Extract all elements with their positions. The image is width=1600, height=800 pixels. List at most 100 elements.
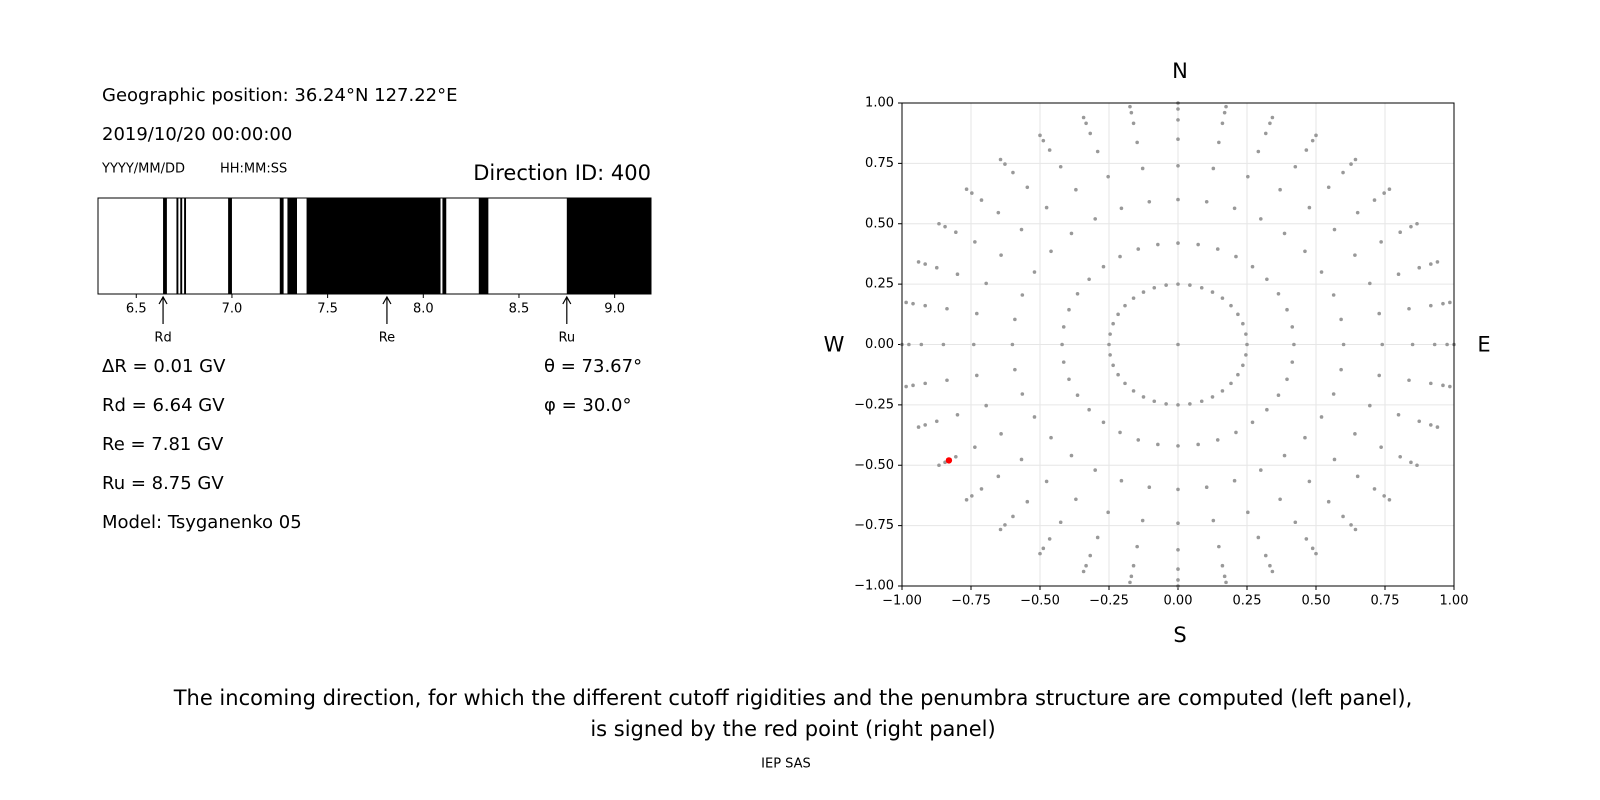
direction-point: [1353, 432, 1357, 436]
direction-point: [937, 463, 941, 468]
direction-point: [1241, 321, 1245, 326]
marker-arrowhead: [562, 295, 572, 305]
x-tick-label: 6.5: [126, 302, 147, 317]
direction-point: [904, 300, 908, 305]
compass-west: W: [824, 333, 845, 357]
direction-point: [998, 157, 1003, 162]
direction-point: [1246, 510, 1250, 515]
direction-point: [1152, 399, 1157, 404]
direction-point: [1176, 567, 1180, 571]
direction-point: [1429, 303, 1433, 308]
direction-point: [1075, 291, 1080, 296]
x-tick-label: 7.5: [317, 302, 338, 317]
direction-point: [1141, 395, 1146, 399]
direction-point: [1410, 342, 1415, 347]
direction-point: [1319, 270, 1324, 274]
geo-position: Geographic position: 36.24°N 127.22°E: [102, 85, 458, 106]
y-tick-label: 0.00: [865, 337, 894, 352]
direction-point: [1131, 121, 1136, 126]
y-tick-label: 0.75: [865, 156, 894, 171]
direction-point: [1119, 478, 1124, 483]
direction-point: [1210, 395, 1215, 399]
compass-south: S: [1173, 623, 1186, 647]
direction-point: [1417, 419, 1422, 424]
direction-point: [1013, 317, 1017, 322]
direction-point: [999, 432, 1003, 436]
direction-point: [1038, 551, 1042, 556]
direction-point: [1087, 277, 1091, 282]
direction-point: [941, 342, 946, 347]
direction-point: [998, 527, 1003, 532]
x-tick-label: 9.0: [604, 302, 625, 317]
direction-point: [943, 224, 947, 229]
direction-point: [1087, 407, 1091, 412]
direction-point: [911, 301, 915, 306]
direction-point: [1176, 444, 1180, 448]
direction-point: [970, 191, 974, 195]
marker-label: Rd: [154, 331, 171, 346]
direction-point: [1101, 264, 1106, 269]
direction-point: [1176, 241, 1180, 245]
forbidden-band: [180, 198, 183, 294]
theta: θ = 73.67°: [544, 356, 642, 377]
direction-point: [1285, 377, 1289, 382]
direction-point: [1067, 377, 1071, 382]
direction-point: [1156, 442, 1160, 447]
direction-point: [945, 378, 949, 383]
direction-point: [996, 474, 1001, 479]
direction-point: [955, 272, 960, 277]
penumbra-frame: [97, 197, 652, 295]
marker-arrowhead: [158, 295, 168, 305]
direction-point: [1003, 162, 1007, 166]
direction-point: [1211, 518, 1216, 523]
direction-point: [1176, 197, 1180, 202]
direction-point: [1270, 569, 1275, 574]
direction-point: [1407, 306, 1411, 311]
direction-point: [1111, 321, 1115, 326]
direction-point: [1210, 290, 1215, 294]
direction-point: [1131, 389, 1136, 393]
direction-point: [970, 494, 974, 498]
direction-point: [1310, 546, 1315, 551]
direction-point: [1128, 104, 1132, 109]
x-tick-label: −0.25: [1089, 594, 1129, 609]
direction-point: [1049, 249, 1053, 254]
direction-point: [1304, 148, 1309, 152]
y-tick-label: 0.50: [865, 216, 894, 231]
direction-point: [1232, 206, 1237, 211]
direction-point: [1368, 281, 1372, 286]
direction-point: [1224, 580, 1228, 585]
model: Model: Tsyganenko 05: [102, 512, 302, 533]
direction-point: [1025, 499, 1030, 504]
direction-point: [1204, 485, 1209, 490]
direction-point: [937, 221, 941, 226]
direction-point: [1215, 247, 1220, 251]
direction-point: [1341, 514, 1345, 519]
direction-point: [1276, 393, 1281, 398]
direction-point: [1176, 107, 1180, 111]
direction-point: [1093, 217, 1097, 221]
marker-arrowhead: [382, 295, 392, 305]
direction-point: [1396, 272, 1401, 277]
direction-point: [934, 265, 939, 270]
direction-point: [1217, 140, 1221, 145]
direction-point: [1341, 342, 1346, 347]
direction-point: [1268, 121, 1272, 126]
direction-point: [1256, 535, 1261, 540]
direction-point: [1164, 402, 1168, 406]
direction-point: [1032, 270, 1037, 274]
direction-point: [1372, 198, 1377, 202]
direction-point: [1140, 166, 1145, 171]
direction-point: [1409, 224, 1413, 229]
direction-point: [984, 281, 988, 286]
direction-point: [1398, 230, 1402, 235]
direction-point: [1136, 438, 1141, 442]
caption-line: The incoming direction, for which the di…: [173, 686, 1413, 710]
caption-line: is signed by the red point (right panel): [590, 717, 995, 741]
direction-point: [1224, 104, 1228, 109]
forbidden-band: [442, 198, 447, 294]
direction-point: [973, 240, 977, 244]
direction-point: [1084, 563, 1088, 568]
